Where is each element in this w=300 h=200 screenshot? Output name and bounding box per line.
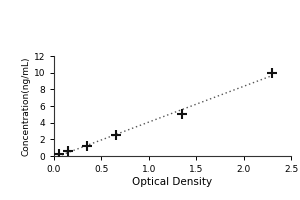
X-axis label: Optical Density: Optical Density bbox=[132, 177, 213, 187]
Y-axis label: Concentration(ng/mL): Concentration(ng/mL) bbox=[22, 56, 31, 156]
